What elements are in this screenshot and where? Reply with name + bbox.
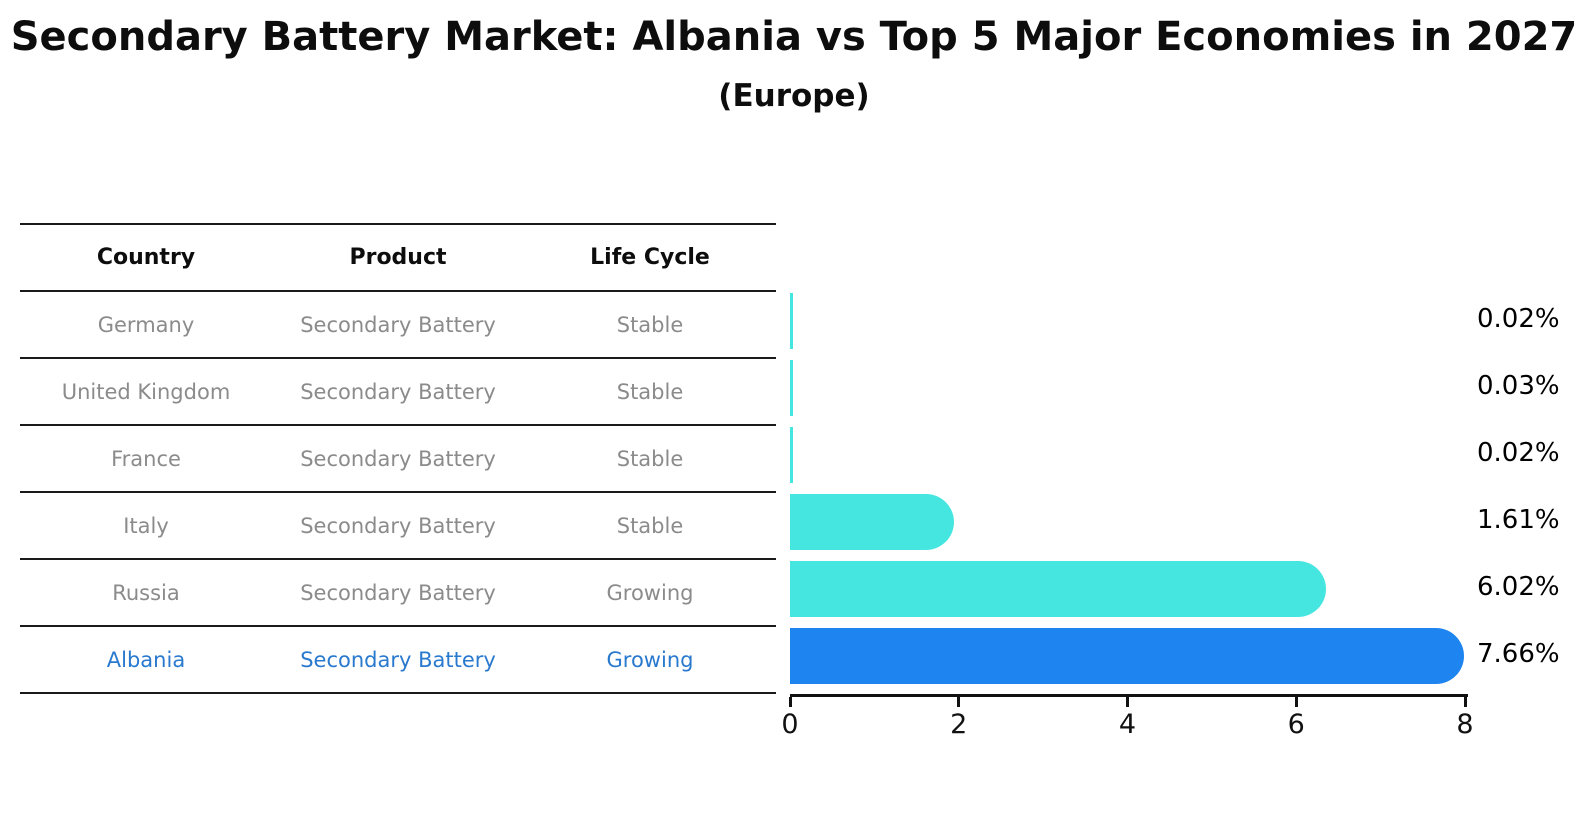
chart-title: Secondary Battery Market: Albania vs Top… bbox=[10, 14, 1578, 60]
table-cell-country: Albania bbox=[106, 647, 186, 672]
table-row-united-kingdom: United Kingdom Secondary Battery Stable bbox=[20, 357, 776, 424]
table-cell-life-cycle: Growing bbox=[606, 647, 694, 672]
data-table: Country Product Life Cycle Germany Second… bbox=[20, 223, 776, 694]
x-axis-tick bbox=[957, 697, 961, 707]
x-axis-tick bbox=[788, 697, 792, 707]
column-header-country: Country bbox=[96, 245, 196, 270]
x-axis-line bbox=[790, 694, 1468, 697]
column-header-life-cycle: Life Cycle bbox=[590, 245, 710, 270]
x-axis-tick-label: 6 bbox=[1287, 709, 1305, 740]
table-cell-life-cycle: Growing bbox=[606, 580, 694, 605]
bar-value-label-united-kingdom: 0.03% bbox=[1477, 370, 1560, 401]
table-row-albania: Albania Secondary Battery Growing bbox=[20, 625, 776, 692]
bar-italy bbox=[790, 493, 954, 550]
bar-russia bbox=[790, 560, 1326, 617]
table-cell-product: Secondary Battery bbox=[300, 647, 496, 672]
x-axis-tick bbox=[1463, 697, 1467, 707]
bar-france bbox=[790, 426, 793, 483]
x-axis-tick bbox=[1294, 697, 1298, 707]
table-cell-life-cycle: Stable bbox=[616, 379, 684, 404]
bar-germany bbox=[790, 292, 793, 349]
table-cell-life-cycle: Stable bbox=[616, 513, 684, 538]
x-axis-tick bbox=[1126, 697, 1129, 707]
table-row-italy: Italy Secondary Battery Stable bbox=[20, 491, 776, 558]
bar-value-label-italy: 1.61% bbox=[1477, 504, 1560, 535]
bar-value-label-albania: 7.66% bbox=[1477, 638, 1560, 669]
bar-united-kingdom bbox=[790, 359, 793, 416]
x-axis-tick-label: 4 bbox=[1118, 709, 1137, 740]
table-row-france: France Secondary Battery Stable bbox=[20, 424, 776, 491]
table-cell-country: Russia bbox=[112, 580, 180, 605]
table-cell-country: United Kingdom bbox=[61, 379, 231, 404]
bar-value-label-russia: 6.02% bbox=[1477, 571, 1560, 602]
column-header-product: Product bbox=[349, 245, 447, 270]
table-cell-product: Secondary Battery bbox=[300, 580, 496, 605]
x-axis-tick-label: 2 bbox=[950, 709, 968, 740]
chart-subtitle: (Europe) bbox=[718, 78, 870, 114]
table-cell-product: Secondary Battery bbox=[300, 312, 496, 337]
table-header-row: Country Product Life Cycle bbox=[20, 225, 776, 290]
table-row-germany: Germany Secondary Battery Stable bbox=[20, 290, 776, 357]
bar-albania bbox=[790, 627, 1465, 684]
table-cell-life-cycle: Stable bbox=[616, 312, 684, 337]
table-cell-product: Secondary Battery bbox=[300, 379, 496, 404]
table-cell-product: Secondary Battery bbox=[300, 446, 496, 471]
table-cell-country: Italy bbox=[123, 513, 169, 538]
bar-value-label-france: 0.02% bbox=[1477, 437, 1560, 468]
x-axis-tick-label: 8 bbox=[1456, 709, 1474, 740]
table-cell-country: France bbox=[111, 446, 181, 471]
table-cell-life-cycle: Stable bbox=[616, 446, 684, 471]
table-cell-country: Germany bbox=[97, 312, 195, 337]
bar-value-label-germany: 0.02% bbox=[1477, 303, 1560, 334]
table-row-russia: Russia Secondary Battery Growing bbox=[20, 558, 776, 625]
table-cell-product: Secondary Battery bbox=[300, 513, 496, 538]
x-axis-tick-label: 0 bbox=[781, 709, 799, 740]
